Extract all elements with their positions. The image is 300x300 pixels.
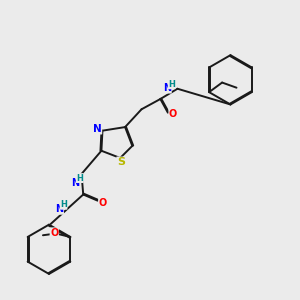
Text: O: O — [99, 198, 107, 208]
Text: O: O — [169, 110, 177, 119]
Text: N: N — [71, 178, 80, 188]
Text: H: H — [76, 174, 83, 183]
Text: N: N — [93, 124, 102, 134]
Text: N: N — [163, 83, 171, 93]
Text: S: S — [117, 157, 125, 167]
Text: O: O — [50, 228, 58, 238]
Text: H: H — [168, 80, 175, 89]
Text: H: H — [60, 200, 67, 209]
Text: N: N — [56, 204, 64, 214]
